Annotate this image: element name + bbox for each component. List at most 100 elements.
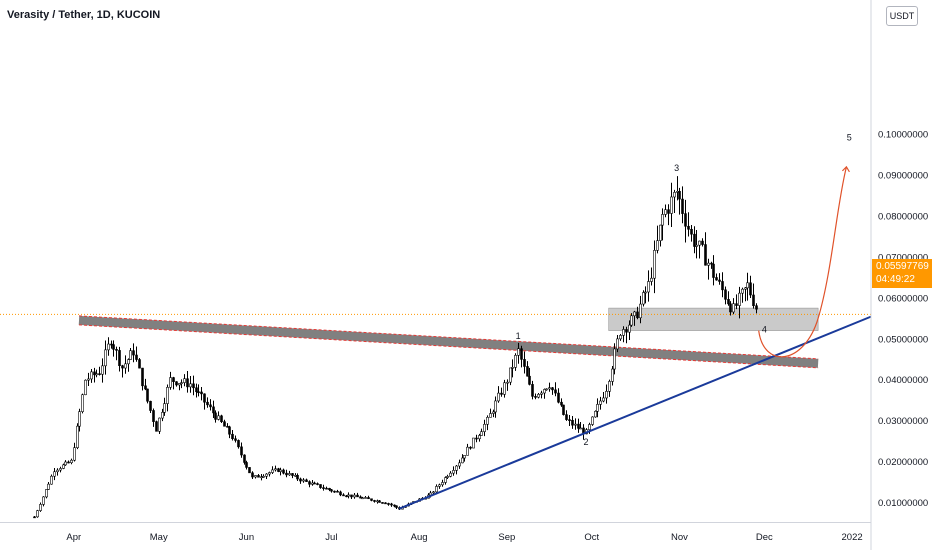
candle-down xyxy=(322,487,325,489)
candle-up xyxy=(50,475,53,485)
candle-down xyxy=(712,263,715,278)
candle-down xyxy=(577,423,580,429)
candle-up xyxy=(95,373,98,376)
candle-down xyxy=(342,494,345,497)
candle-up xyxy=(619,335,622,340)
wave-label-4: 4 xyxy=(762,325,767,335)
resistance-band xyxy=(78,315,819,368)
candle-down xyxy=(257,475,260,478)
candle-up xyxy=(579,427,582,430)
wave-label-1: 1 xyxy=(516,331,521,341)
candle-up xyxy=(548,387,551,390)
candle-up xyxy=(169,377,172,388)
candle-up xyxy=(452,470,455,474)
candle-down xyxy=(526,366,529,377)
candle-up xyxy=(466,446,469,456)
candle-down xyxy=(727,299,730,305)
candle-down xyxy=(325,487,328,490)
candle-up xyxy=(446,476,449,478)
candle-up xyxy=(602,397,605,402)
candle-down xyxy=(681,198,684,214)
candle-down xyxy=(384,502,387,505)
candle-down xyxy=(200,391,203,395)
candle-down xyxy=(693,233,696,247)
y-tick-label: 0.01000000 xyxy=(878,498,928,509)
candle-down xyxy=(636,311,639,319)
candle-up xyxy=(42,496,45,505)
x-tick-label: Aug xyxy=(411,532,428,543)
x-tick-label: Sep xyxy=(498,532,515,543)
candle-up xyxy=(480,431,483,436)
candle-down xyxy=(285,472,288,476)
candle-down xyxy=(701,240,704,245)
candle-up xyxy=(608,381,611,392)
candle-up xyxy=(163,403,166,413)
candle-up xyxy=(78,411,81,427)
candle-down xyxy=(135,354,138,360)
candle-down xyxy=(203,393,206,403)
candle-down xyxy=(308,481,311,485)
y-tick-label: 0.06000000 xyxy=(878,293,928,304)
candle-up xyxy=(664,209,667,215)
candle-down xyxy=(112,344,115,350)
candle-down xyxy=(625,329,628,333)
candle-down xyxy=(197,391,200,394)
candle-up xyxy=(84,379,87,396)
candle-down xyxy=(395,505,398,508)
candle-down xyxy=(336,490,339,493)
candle-up xyxy=(254,475,257,478)
candle-down xyxy=(557,392,560,403)
currency-button[interactable]: USDT xyxy=(886,6,918,26)
candle-down xyxy=(223,421,226,427)
projection-curve xyxy=(758,166,848,358)
candle-down xyxy=(469,446,472,449)
candle-up xyxy=(59,468,62,471)
candle-down xyxy=(144,385,147,390)
y-tick-label: 0.03000000 xyxy=(878,416,928,427)
candle-up xyxy=(104,349,107,367)
candle-down xyxy=(378,500,381,503)
candle-up xyxy=(39,504,42,511)
candle-up xyxy=(101,365,104,375)
candle-up xyxy=(639,303,642,319)
candle-down xyxy=(350,494,353,498)
bar-countdown: 04:49:22 xyxy=(876,274,915,285)
candle-up xyxy=(279,469,282,472)
candle-down xyxy=(316,483,319,485)
candle-up xyxy=(265,473,268,477)
candle-up xyxy=(73,447,76,461)
candle-up xyxy=(183,378,186,383)
candle-up xyxy=(274,468,277,471)
last-price-value: 0.05597769 xyxy=(876,261,929,272)
candle-up xyxy=(509,367,512,383)
candle-up xyxy=(180,382,183,384)
last-price-label: 0.05597769 04:49:22 xyxy=(872,259,932,288)
candle-up xyxy=(472,437,475,449)
y-tick-label: 0.09000000 xyxy=(878,171,928,182)
candle-down xyxy=(554,389,557,394)
candle-down xyxy=(132,350,135,356)
candle-up xyxy=(129,350,132,360)
candle-up xyxy=(271,469,274,473)
candle-down xyxy=(67,461,70,464)
candle-up xyxy=(64,461,67,466)
candle-up xyxy=(45,489,48,498)
candle-down xyxy=(560,401,563,406)
candle-up xyxy=(540,392,543,395)
candle-down xyxy=(387,503,390,505)
candle-up xyxy=(738,292,741,306)
candle-down xyxy=(195,387,198,393)
candle-up xyxy=(616,338,619,350)
candle-up xyxy=(588,424,591,431)
candle-down xyxy=(206,401,209,406)
candle-up xyxy=(268,472,271,475)
candle-up xyxy=(514,355,517,368)
candle-down xyxy=(373,500,376,502)
candle-up xyxy=(463,455,466,459)
candle-up xyxy=(695,244,698,247)
candle-up xyxy=(543,389,546,394)
candle-up xyxy=(56,469,59,473)
candle-up xyxy=(653,250,656,279)
